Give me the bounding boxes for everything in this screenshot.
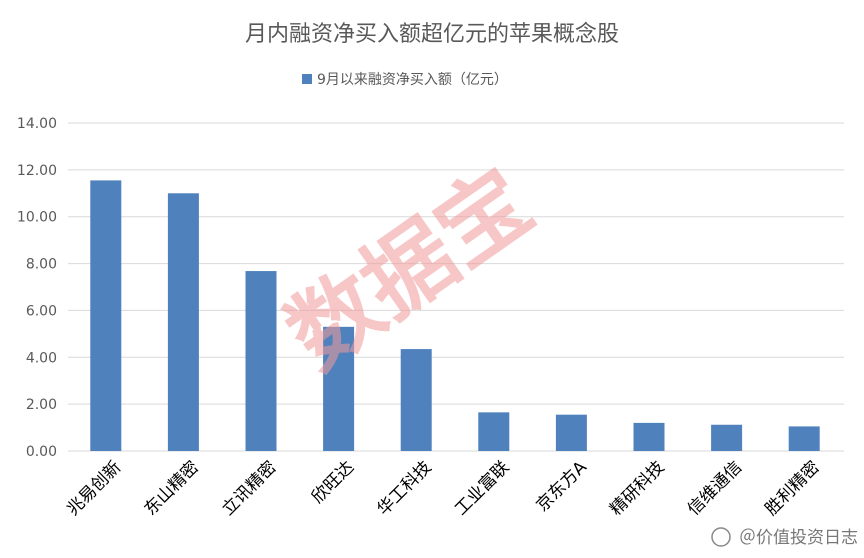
chart-title: 月内融资净买入额超亿元的苹果概念股 (245, 22, 619, 47)
x-category-label: 立讯精密 (218, 457, 280, 519)
bar (555, 414, 587, 451)
y-tick-label: 2.00 (26, 397, 57, 413)
y-tick-label: 12.00 (17, 163, 57, 179)
x-category-label: 华工科技 (374, 457, 436, 519)
legend-label: 9月以来融资净买入额（亿元） (317, 72, 508, 88)
bar (245, 271, 277, 451)
x-category-label: 京东方A (532, 457, 591, 516)
bar (711, 424, 743, 451)
bar (400, 349, 432, 451)
x-category-label: 欣旺达 (308, 457, 358, 507)
y-tick-label: 6.00 (26, 303, 57, 319)
y-tick-label: 10.00 (17, 210, 57, 226)
x-category-label: 兆易创新 (63, 457, 125, 519)
y-tick-label: 8.00 (26, 257, 57, 273)
bar (90, 180, 122, 451)
bar (633, 422, 665, 451)
bar (478, 412, 510, 451)
x-axis-labels: 兆易创新 东山精密 立讯精密 欣旺达 华工科技 工业富联 京东方A 精研科技 信维通信 胜利精密 (63, 457, 824, 519)
y-tick-label: 14.00 (17, 116, 57, 132)
x-category-label: 精研科技 (606, 457, 668, 519)
weibo-icon (711, 527, 731, 547)
bar (788, 426, 820, 451)
bars (90, 180, 820, 452)
y-tick-label: 0.00 (26, 444, 57, 460)
x-category-label: 工业富联 (451, 457, 513, 519)
source-tag-text: ＠价值投资日志 (739, 528, 858, 548)
x-category-label: 信维通信 (684, 457, 746, 519)
x-category-label: 东山精密 (141, 457, 203, 519)
bar (167, 193, 199, 452)
y-axis-ticks: 0.00 2.00 4.00 6.00 8.00 10.00 12.00 14.00 (17, 116, 57, 460)
y-tick-label: 4.00 (26, 350, 57, 366)
legend-swatch (302, 74, 312, 84)
bar (323, 326, 355, 451)
source-tag: ＠价值投资日志 (711, 527, 858, 548)
legend: 9月以来融资净买入额（亿元） (302, 72, 508, 88)
x-category-label: 胜利精密 (762, 457, 824, 519)
